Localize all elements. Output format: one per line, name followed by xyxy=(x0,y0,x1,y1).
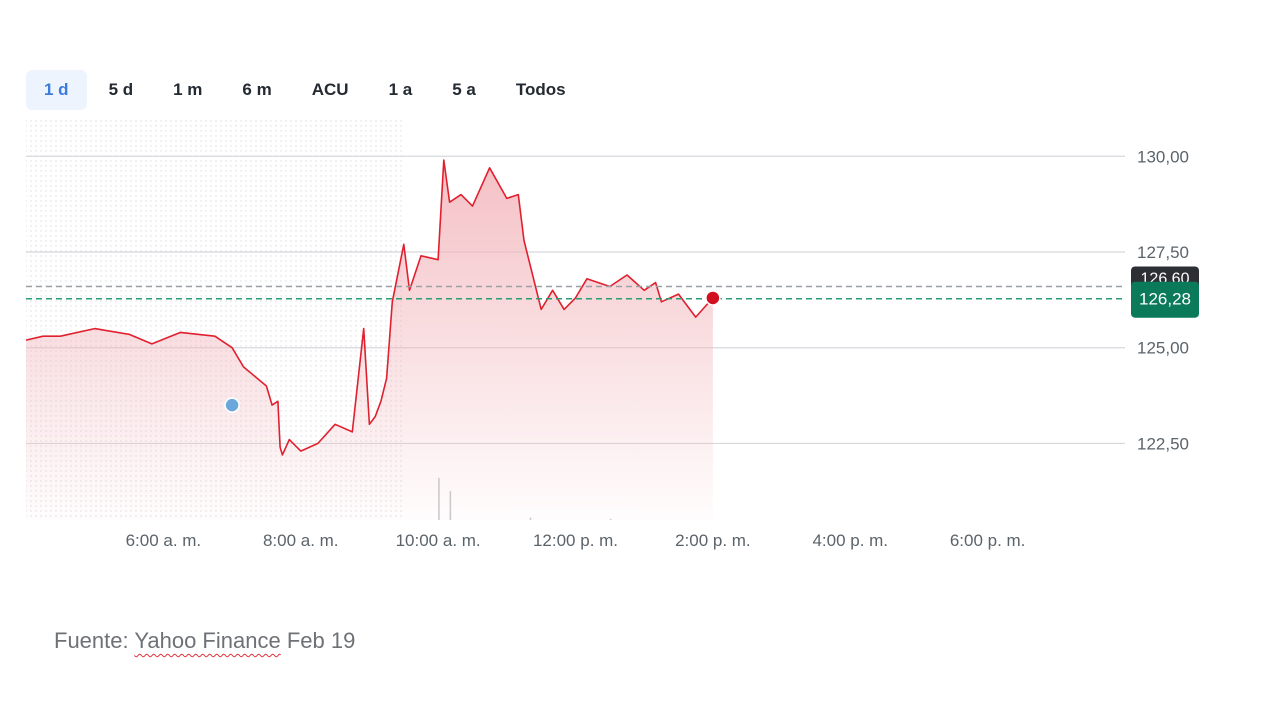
y-tick-label: 127,50 xyxy=(1137,243,1189,262)
x-tick-label: 8:00 a. m. xyxy=(263,531,339,550)
range-tabs: 1 d 5 d 1 m 6 m ACU 1 a 5 a Todos xyxy=(26,70,588,110)
range-tab-1m[interactable]: 1 m xyxy=(173,80,203,99)
current-price-badge: 126,28 xyxy=(1131,281,1199,318)
price-line xyxy=(25,159,714,456)
range-tab-6m[interactable]: 6 m xyxy=(242,80,272,99)
range-tab-1d[interactable]: 1 d xyxy=(26,70,87,110)
y-tick-label: 122,50 xyxy=(1137,434,1189,453)
range-tab-todos[interactable]: Todos xyxy=(515,80,566,99)
x-tick-label: 2:00 p. m. xyxy=(675,531,751,550)
source-date: Feb 19 xyxy=(280,628,356,653)
x-tick-label: 12:00 p. m. xyxy=(533,531,618,550)
source-name: Yahoo Finance xyxy=(134,628,281,653)
x-tick-label: 6:00 p. m. xyxy=(950,531,1026,550)
premarket-marker xyxy=(224,397,240,413)
y-tick-label: 125,00 xyxy=(1137,339,1189,358)
price-chart: 130,00 127,50 125,00 122,50 6:00 a. m. 8:00 … xyxy=(25,118,1199,550)
y-tick-label: 130,00 xyxy=(1137,147,1189,166)
x-tick-label: 10:00 a. m. xyxy=(396,531,481,550)
range-tab-5d[interactable]: 5 d xyxy=(108,80,134,99)
range-tab-acu[interactable]: ACU xyxy=(311,80,349,99)
current-price-label: 126,28 xyxy=(1139,290,1191,309)
last-price-marker xyxy=(705,290,721,306)
source-note: Fuente: Yahoo Finance Feb 19 xyxy=(54,628,355,654)
x-tick-label: 4:00 p. m. xyxy=(812,531,888,550)
source-prefix: Fuente: xyxy=(54,628,135,653)
x-tick-label: 6:00 a. m. xyxy=(126,531,202,550)
price-area xyxy=(26,160,713,520)
range-tab-5a[interactable]: 5 a xyxy=(452,80,476,99)
range-tab-1a[interactable]: 1 a xyxy=(388,80,413,99)
